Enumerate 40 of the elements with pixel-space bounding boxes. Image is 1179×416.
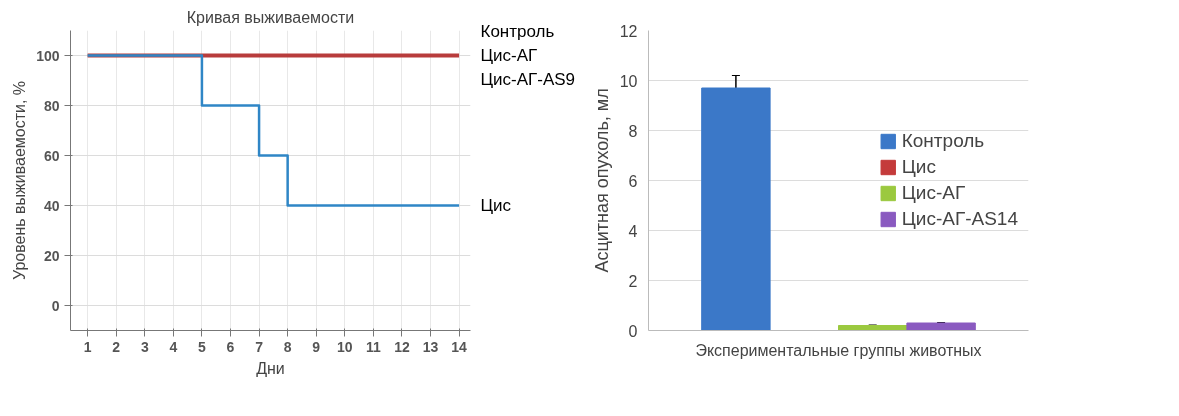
x-tick-label: 10: [337, 338, 353, 355]
x-tick-label: 3: [140, 338, 149, 355]
x-tick-label: 11: [365, 338, 381, 355]
y-tick-label: 60: [43, 147, 60, 164]
y-tick-label: 40: [43, 197, 60, 214]
legend-label: Контроль: [901, 130, 985, 152]
y-tick-label: 6: [628, 172, 638, 190]
y-tick-label: 100: [36, 47, 60, 64]
y-axis-title: Асцитная опухоль, мл: [591, 88, 612, 273]
y-tick-label: 20: [43, 247, 60, 264]
x-tick-label: 13: [422, 338, 439, 355]
legend-label: Цис-АГ-AS14: [901, 208, 1018, 230]
y-tick-label: 12: [619, 22, 638, 40]
x-tick-label: 1: [83, 338, 92, 355]
legend-label: Цис-АГ: [901, 182, 966, 204]
x-tick-label: 9: [312, 338, 321, 355]
x-tick-label: 14: [451, 338, 468, 355]
y-tick-label: 0: [51, 297, 60, 314]
x-axis-title: Экспериментальные группы животных: [695, 341, 982, 359]
x-tick-label: 8: [283, 338, 292, 355]
y-tick-label: 80: [43, 97, 60, 114]
y-tick-label: 8: [628, 122, 638, 140]
legend-label: Цис: [901, 156, 936, 178]
x-tick-label: 5: [198, 338, 207, 355]
series-label: Цис: [480, 196, 512, 215]
x-tick-label: 7: [255, 338, 264, 355]
x-tick-label: 6: [226, 338, 235, 355]
y-tick-label: 0: [628, 322, 638, 340]
annotation: Цис-АГ-AS9: [480, 70, 576, 89]
x-axis-title: Дни: [256, 359, 285, 377]
y-tick-label: 10: [619, 72, 638, 90]
chart-title: Кривая выживаемости: [186, 8, 355, 26]
y-tick-label: 2: [628, 272, 638, 290]
y-axis-title: Уровень выживаемости, %: [11, 80, 29, 281]
annotation: Контроль: [480, 22, 555, 41]
series-label: Цис-АГ: [480, 46, 538, 65]
x-tick-label: 12: [394, 338, 410, 355]
x-tick-label: 4: [169, 338, 178, 355]
x-tick-label: 2: [112, 338, 121, 355]
y-tick-label: 4: [628, 222, 638, 240]
